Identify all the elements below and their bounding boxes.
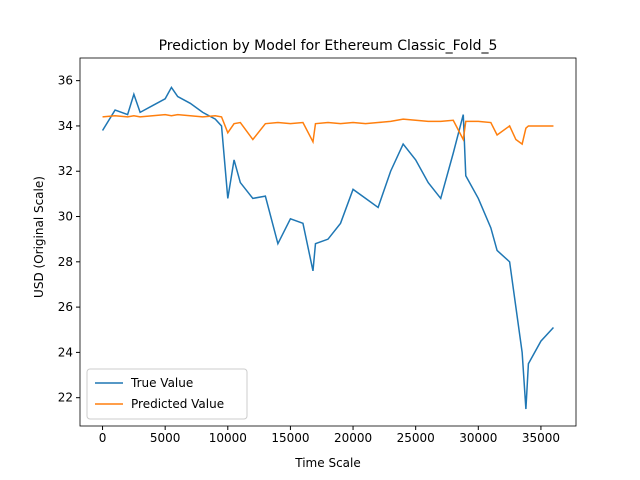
legend-label: True Value [130, 376, 193, 390]
y-tick-label: 30 [58, 210, 73, 224]
legend-label: Predicted Value [131, 397, 224, 411]
plot-frame [79, 57, 577, 427]
y-tick-label: 26 [58, 300, 73, 314]
series-line [102, 113, 554, 146]
x-tick-label: 10000 [209, 431, 247, 445]
y-axis-label: USD (Original Scale) [32, 176, 46, 298]
y-tick-label: 28 [58, 255, 73, 269]
y-tick-label: 34 [58, 119, 73, 133]
y-tick-label: 36 [58, 74, 73, 88]
x-tick-label: 0 [99, 431, 107, 445]
x-tick-label: 25000 [397, 431, 435, 445]
x-axis-label: Time Scale [294, 456, 360, 470]
x-tick-label: 30000 [459, 431, 497, 445]
y-tick-label: 24 [58, 345, 73, 359]
x-tick-label: 20000 [334, 431, 372, 445]
x-tick-label: 35000 [522, 431, 560, 445]
y-tick-label: 22 [58, 391, 73, 405]
x-tick-label: 15000 [271, 431, 309, 445]
x-tick-label: 5000 [150, 431, 181, 445]
y-tick-label: 32 [58, 164, 73, 178]
legend-box [86, 368, 248, 420]
series-line [101, 86, 555, 410]
chart-title: Prediction by Model for Ethereum Classic… [159, 38, 498, 54]
